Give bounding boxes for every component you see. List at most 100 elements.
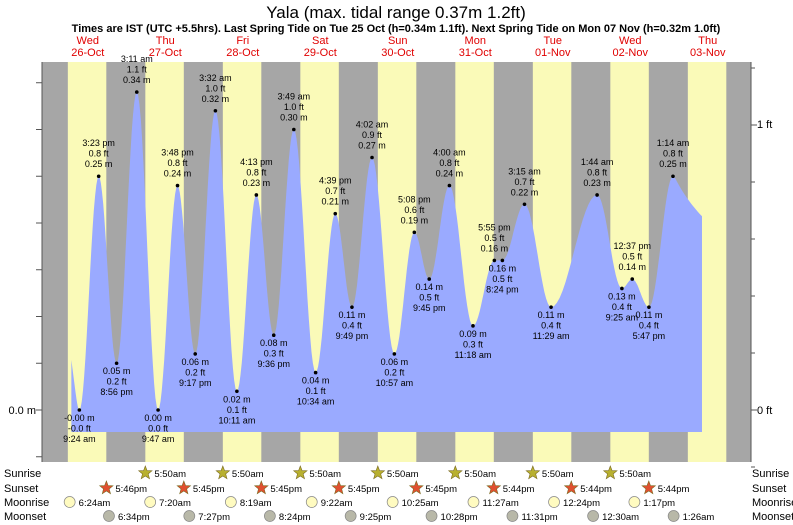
- tide-extreme-label: 0.4 ft: [639, 321, 660, 331]
- chart-title: Yala (max. tidal range 0.37m 1.2ft): [266, 3, 526, 22]
- moonrise-icon: [628, 496, 641, 508]
- sunrise-row-label-right: Sunrise: [752, 468, 789, 480]
- moonset-row-label-left: Moonset: [4, 511, 46, 523]
- tide-extreme-label: 9:49 pm: [336, 331, 369, 341]
- tide-extreme-label: 0.32 m: [202, 94, 230, 104]
- axis-ticks: [36, 67, 757, 468]
- night-band: [42, 62, 68, 462]
- sunset-icon: [486, 480, 502, 495]
- day-name-label: Wed: [619, 35, 641, 47]
- tide-extreme-label: 9:24 am: [63, 434, 96, 444]
- tide-extreme-label: 0.0 ft: [148, 424, 169, 434]
- sunset-time: 5:45pm: [270, 484, 302, 495]
- tide-extreme-dot: [595, 193, 599, 197]
- tide-extreme-label: 0.19 m: [401, 215, 429, 225]
- left-axis-zero-label: 0.0 m: [8, 405, 36, 417]
- tide-extreme-label: 0.34 m: [123, 75, 151, 85]
- tide-extreme-label: 5:08 pm: [398, 194, 431, 204]
- day-date-label: 30-Oct: [381, 47, 414, 59]
- moonset-icon: [506, 510, 519, 522]
- moonset-icon: [667, 510, 680, 522]
- tide-extreme-label: 0.24 m: [436, 169, 464, 179]
- tide-extremes: -0.00 m-0.0 ft9:24 am3:23 pm0.8 ft0.25 m…: [63, 54, 689, 444]
- moonrise-row-label-left: Moonrise: [4, 497, 49, 509]
- tide-extreme-label: 0.2 ft: [107, 377, 128, 387]
- tide-extreme-dot: [114, 361, 119, 366]
- moonrise-icon: [386, 496, 399, 508]
- tide-extreme-dot: [427, 277, 432, 281]
- sunrise-time: 5:50am: [154, 469, 186, 480]
- sunset-icon: [563, 480, 579, 495]
- moonrise-icon: [144, 496, 157, 508]
- tide-extreme-label: 1.0 ft: [284, 102, 305, 112]
- tide-extreme-dot: [77, 408, 82, 412]
- moonrise-icon: [225, 496, 237, 508]
- tide-extreme-dot: [235, 389, 239, 394]
- day-date-label: 28-Oct: [226, 47, 259, 59]
- sunset-time: 5:45pm: [193, 484, 225, 495]
- tide-extreme-label: 4:13 pm: [240, 157, 273, 167]
- sunrise-time: 5:50am: [464, 469, 496, 480]
- day-date-label: 03-Nov: [690, 47, 726, 59]
- moonset-time: 10:28pm: [441, 512, 478, 523]
- tide-extreme-label: 9:47 am: [142, 434, 175, 444]
- day-name-label: Sat: [312, 35, 329, 47]
- moonrise-icon: [467, 496, 480, 508]
- moonrise-time: 6:24am: [79, 498, 111, 509]
- sunrise-time: 5:50am: [387, 469, 419, 480]
- tide-extreme-label: 4:02 am: [356, 120, 389, 130]
- tide-extreme-label: -0.00 m: [64, 413, 95, 423]
- moonset-time: 8:24pm: [279, 512, 311, 523]
- tide-extreme-dot: [193, 352, 198, 356]
- sunset-icon: [331, 480, 347, 495]
- moonrise-time: 9:22am: [321, 498, 353, 509]
- tide-extreme-label: 0.13 m: [608, 291, 636, 301]
- tide-extreme-dot: [671, 174, 675, 179]
- sunset-icon: [641, 480, 657, 495]
- tide-extreme-label: 1.0 ft: [205, 83, 226, 93]
- tide-extreme-label: 0.8 ft: [168, 158, 189, 168]
- moonrise-time: 1:17pm: [643, 498, 675, 509]
- moonrise-time: 10:25am: [402, 498, 439, 509]
- day-date-label: 02-Nov: [613, 47, 649, 59]
- sunset-row-label-left: Sunset: [4, 483, 38, 495]
- day-name-label: Mon: [465, 35, 486, 47]
- moonset-time: 6:34pm: [118, 512, 150, 523]
- night-band: [726, 62, 751, 462]
- tide-extreme-label: 0.06 m: [181, 357, 209, 367]
- tide-extreme-label: 0.08 m: [260, 338, 288, 348]
- tide-extreme-label: 0.8 ft: [587, 167, 608, 177]
- moonset-time: 11:31pm: [521, 512, 557, 523]
- tide-extreme-label: 0.4 ft: [541, 321, 562, 331]
- tide-extreme-label: 0.3 ft: [463, 339, 484, 349]
- tide-extreme-label: 0.4 ft: [612, 302, 633, 312]
- tide-extreme-label: 0.7 ft: [514, 177, 535, 187]
- tide-extreme-label: 3:32 am: [199, 73, 232, 83]
- moonset-time: 1:26am: [683, 512, 715, 523]
- day-name-label: Sun: [388, 35, 408, 47]
- tide-extreme-label: 1:44 am: [581, 157, 614, 167]
- sunrise-time: 5:50am: [619, 469, 651, 480]
- tide-extreme-dot: [647, 305, 651, 309]
- moonrise-row-label-right: Moonrise: [752, 497, 793, 509]
- day-labels: Wed26-OctThu27-OctFri28-OctSat29-OctSun3…: [71, 35, 726, 59]
- sunrise-icon: [292, 465, 308, 480]
- tide-extreme-label: 3:11 am: [121, 54, 153, 64]
- sunrise-icon: [447, 465, 463, 480]
- moonrise-time: 8:19am: [240, 498, 272, 509]
- tide-extreme-label: 0.21 m: [322, 197, 350, 207]
- tide-extreme-label: 0.16 m: [489, 263, 517, 273]
- moonset-icon: [425, 510, 438, 522]
- tide-extreme-label: 8:24 pm: [486, 284, 519, 294]
- moonrise-time: 11:27am: [482, 498, 518, 509]
- tide-extreme-label: 0.24 m: [164, 169, 192, 179]
- tide-extreme-label: 0.16 m: [481, 243, 509, 253]
- sunset-icon: [253, 480, 269, 495]
- tide-extreme-label: 0.8 ft: [246, 167, 267, 177]
- moonset-time: 7:27pm: [198, 512, 230, 523]
- sunset-time: 5:44pm: [658, 484, 690, 495]
- tide-extreme-dot: [447, 183, 452, 188]
- tide-extreme-label: 9:36 pm: [257, 359, 290, 369]
- tide-extreme-dot: [370, 155, 374, 160]
